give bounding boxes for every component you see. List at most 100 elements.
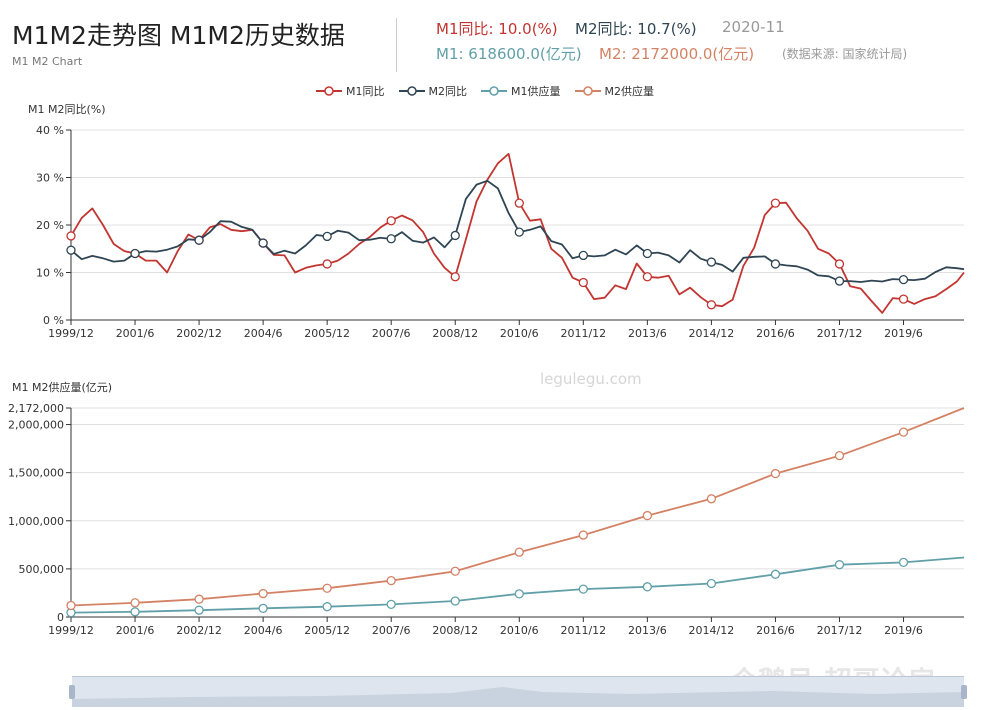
data-point [194,605,204,615]
zoom-slider[interactable] [69,676,967,707]
y-tick-label: 2,172,000 [8,402,64,415]
data-point [578,584,588,594]
data-point [450,566,460,576]
line-marker-icon [574,86,601,96]
series-line [70,407,965,607]
data-point [642,272,653,282]
x-tick-label: 2008/12 [432,327,478,340]
header-divider [396,18,397,72]
data-point [770,198,781,208]
x-tick-label: 2011/12 [560,327,606,340]
data-point [578,530,588,540]
data-point [898,274,909,285]
zoom-preview [72,687,964,707]
data-point [194,594,204,604]
x-tick-label: 2014/12 [689,624,735,637]
x-tick-label: 2007/6 [372,327,411,340]
data-point [514,589,524,599]
data-point [130,248,140,259]
data-point [898,557,909,568]
data-point [578,277,588,288]
y-tick-label: 1,000,000 [8,515,64,528]
data-point [386,234,396,244]
data-point [258,588,268,599]
m2-supply-stat: M2: 2172000.0(亿元) [599,45,755,63]
x-tick-label: 2001/6 [116,624,155,637]
chart-legend: M1同比 M2同比 M1供应量 M2供应量 [316,82,654,100]
x-tick-label: 2010/6 [500,327,539,340]
x-tick-label: 2008/12 [432,624,478,637]
data-point [450,596,460,606]
legend-item-m1-yoy[interactable]: M1同比 [316,82,385,100]
data-point [514,227,524,237]
x-tick-label: 2013/6 [628,624,667,637]
x-tick-label: 1999/12 [48,624,94,637]
x-tick-label: 2019/6 [884,327,923,340]
m1-supply-stat: M1: 618600.0(亿元) [436,45,582,63]
data-point [834,560,845,570]
y-tick-label: 1,500,000 [8,467,64,480]
x-tick-label: 2002/12 [176,327,222,340]
data-point [706,300,717,310]
legend-label: M1供应量 [511,85,561,98]
legend-item-m1-supply[interactable]: M1供应量 [481,82,561,100]
legend-item-m2-supply[interactable]: M2供应量 [574,82,655,100]
line-marker-icon [398,86,425,96]
data-point [194,235,204,245]
data-point [130,598,140,608]
y-tick-label: 40 % [36,124,64,137]
data-point [770,468,781,479]
y-tick-label: 10 % [36,267,64,280]
line-marker-icon [316,86,342,96]
x-tick-label: 2013/6 [628,327,667,340]
x-tick-label: 2005/12 [304,624,350,637]
x-tick-label: 2010/6 [500,624,539,637]
zoom-handle-left[interactable] [69,685,75,699]
data-point [66,231,76,241]
data-point [386,575,396,586]
y-tick-label: 0 % [43,314,64,327]
y-tick-label: 20 % [36,219,64,232]
legend-label: M1同比 [346,85,385,98]
data-point [834,259,845,269]
site-watermark: legulegu.com [540,370,642,388]
y-axis-label: M1 M2同比(%) [28,103,106,116]
data-point [642,510,653,521]
x-tick-label: 2004/6 [244,327,283,340]
x-tick-label: 2005/12 [304,327,350,340]
y-tick-label: 0 [57,611,64,624]
x-tick-label: 1999/12 [48,327,94,340]
legend-item-m2-yoy[interactable]: M2同比 [398,82,468,100]
data-point [322,583,332,593]
data-point [706,257,717,267]
data-point [770,569,781,579]
data-point [322,259,332,269]
x-tick-label: 2004/6 [244,624,283,637]
data-point [322,231,332,242]
m2-yoy-stat: M2同比: 10.7(%) [575,20,697,38]
data-point [258,603,268,613]
x-tick-label: 2017/12 [817,624,863,637]
y-axis-label: M1 M2供应量(亿元) [12,380,112,394]
m1-m2-chart[interactable]: M1 M2同比(%) 0 % 10 % 20 % 30 % 40 % 1999/12 2001… [0,0,991,676]
data-point [130,607,140,617]
data-point [514,198,524,208]
data-point [258,238,268,248]
legend-label: M2同比 [428,85,468,98]
data-point [834,276,845,286]
date-stat: 2020-11 [722,18,785,36]
legend-label: M2供应量 [604,85,655,98]
data-point [834,451,845,461]
x-tick-label: 2016/6 [756,624,795,637]
data-point [450,272,460,282]
data-point [642,248,653,259]
zoom-handle-right[interactable] [961,685,967,699]
page-title: M1M2走势图 M1M2历史数据 [12,21,345,50]
y-tick-label: 500,000 [19,563,65,576]
x-tick-label: 2014/12 [689,327,735,340]
series-line [70,556,965,614]
data-point [578,250,588,261]
x-tick-label: 2001/6 [116,327,155,340]
source-note: (数据来源: 国家统计局) [782,47,908,61]
data-point [450,230,460,241]
